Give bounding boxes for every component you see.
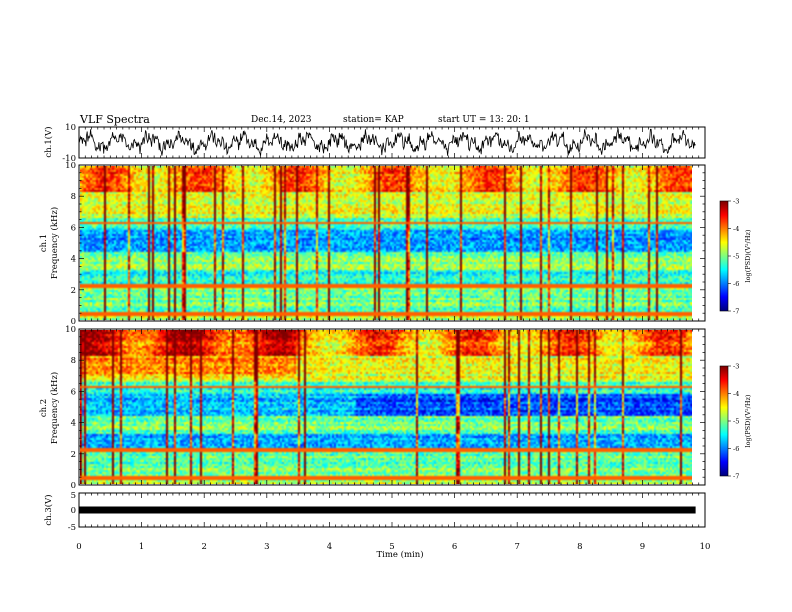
- ch1-colorbar-tick-label: -7: [733, 308, 739, 316]
- ch2-colorbar-label: log(PSD)(V²/Hz): [744, 394, 752, 447]
- ch2-spec-ytick-label: 6: [71, 387, 76, 397]
- ch1-colorbar-tick-label: -3: [733, 198, 739, 206]
- ch1-colorbar-tick-label: -4: [733, 225, 739, 233]
- time-tick-label: 9: [640, 542, 645, 552]
- ch3-waveform-band: [79, 506, 696, 514]
- ch2-spec-ytick-label: 8: [71, 356, 76, 366]
- time-tick-label: 0: [76, 542, 81, 552]
- ch1-waveform-panel: 10 -10 ch.1(V): [43, 123, 706, 164]
- ch2-colorbar-tick-label: -6: [733, 445, 739, 453]
- time-axis-label: Time (min): [376, 549, 423, 560]
- ch3-waveform-ylabel: ch.3(V): [43, 494, 54, 525]
- ch1-colorbar-label: log(PSD)(V²/Hz): [744, 229, 752, 282]
- ch1-spec-ytick-label: 0: [71, 317, 76, 327]
- station-label: station= KAP: [343, 115, 404, 125]
- ch1-colorbar-tick-label: -6: [733, 280, 739, 288]
- ch2-colorbar-tick-label: -3: [733, 363, 739, 371]
- ch1-spec-ytick-label: 6: [71, 223, 76, 233]
- ch1-spec-ytick-label: 2: [71, 286, 76, 296]
- time-tick-label: 4: [327, 542, 332, 552]
- time-tick-label: 6: [452, 542, 457, 552]
- time-tick-label: 7: [514, 542, 519, 552]
- ch2-colorbar-image: [720, 366, 728, 476]
- ch2-spectrogram-xticks: [78, 329, 706, 485]
- ch3-ytick-top: 5: [71, 491, 76, 501]
- ch1-colorbar-tick-label: -5: [733, 253, 739, 261]
- ch2-spectrogram-image: [80, 330, 692, 484]
- ch2-colorbar-tick-label: -4: [733, 390, 739, 398]
- ch2-spec-ytick-label: 4: [71, 419, 76, 429]
- time-tick-label: 10: [700, 542, 711, 552]
- time-tick-label: 8: [577, 542, 582, 552]
- time-tick-label: 3: [264, 542, 269, 552]
- ch1-colorbar-ticks: -3 -4 -5 -6 -7: [728, 198, 739, 316]
- ch1-waveform-line: [78, 127, 696, 156]
- ch1-spectrogram-yticks: 0 2 4 6 8 10: [65, 161, 705, 327]
- ch3-ytick-mid: 0: [71, 506, 76, 516]
- ch2-spectrogram-ylabel-frequency: Frequency (kHz): [49, 372, 60, 444]
- time-tick-label: 1: [139, 542, 144, 552]
- ch3-waveform-xticks: [78, 493, 706, 527]
- ch2-spec-ytick-label: 2: [71, 450, 76, 460]
- ch1-ytick-top: 10: [65, 123, 76, 133]
- start-time-label: start UT = 13: 20: 1: [438, 115, 530, 125]
- ch2-spectrogram-ylabel-channel: ch.2: [39, 399, 49, 417]
- ch2-spec-ytick-label: 10: [65, 325, 76, 335]
- time-tick-label: 2: [201, 542, 206, 552]
- ch1-spectrogram-ylabel-frequency: Frequency (kHz): [49, 207, 60, 279]
- ch1-spectrogram-image: [80, 166, 692, 320]
- date-label: Dec.14, 2023: [251, 115, 312, 125]
- time-tick-label: 5: [389, 542, 394, 552]
- ch1-spec-ytick-label: 8: [71, 192, 76, 202]
- ch2-colorbar-tick-label: -5: [733, 418, 739, 426]
- ch1-spec-ytick-label: 4: [71, 255, 76, 265]
- ch3-waveform-panel: 5 0 -5 ch.3(V): [43, 491, 706, 533]
- ch2-spec-ytick-label: 0: [71, 481, 76, 491]
- ch1-spectrogram-ylabel-channel: ch.1: [39, 234, 49, 252]
- ch1-spectrogram-xticks: [78, 165, 706, 321]
- ch1-waveform-xticks: [78, 127, 706, 158]
- figure-title: VLF Spectra: [79, 113, 150, 126]
- ch3-ytick-bottom: -5: [68, 523, 76, 533]
- time-axis-tick-labels: 0 1 2 3 4 5 6 7 8 9 10: [76, 542, 710, 552]
- ch1-ytick-bottom: -10: [62, 154, 76, 164]
- ch1-waveform-ylabel: ch.1(V): [43, 126, 54, 157]
- ch2-colorbar-tick-label: -7: [733, 473, 739, 481]
- ch2-colorbar-ticks: -3 -4 -5 -6 -7: [728, 363, 739, 481]
- ch2-spectrogram-yticks: 0 2 4 6 8 10: [65, 325, 705, 491]
- ch1-colorbar-image: [720, 201, 728, 311]
- ch1-spec-ytick-label: 10: [65, 161, 76, 171]
